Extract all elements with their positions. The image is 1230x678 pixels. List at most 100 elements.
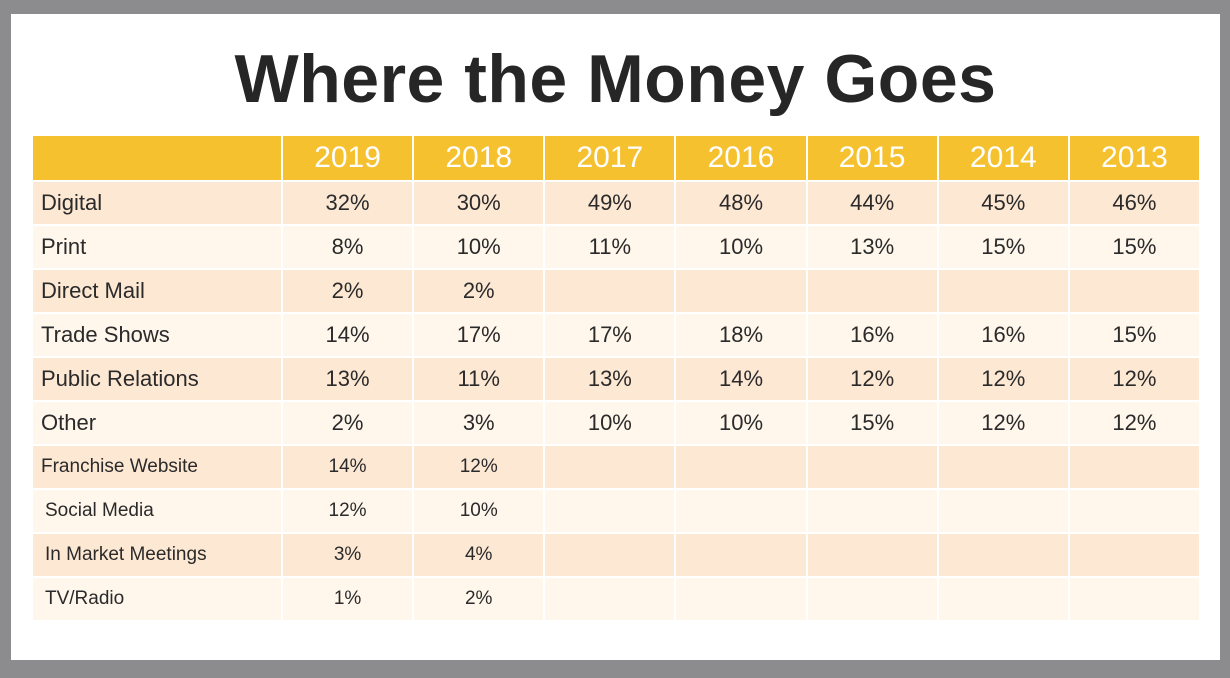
table-cell: 30% xyxy=(414,182,544,224)
column-header: 2013 xyxy=(1069,136,1199,180)
table-cell xyxy=(545,490,675,532)
table-row: Print 8% 10% 11% 10% 13% 15% 15% xyxy=(33,226,1199,268)
table-cell: 10% xyxy=(676,402,806,444)
table-cell: 4% xyxy=(414,534,544,576)
column-header: 2014 xyxy=(938,136,1068,180)
table-cell: 12% xyxy=(807,358,937,400)
column-header: 2016 xyxy=(676,136,806,180)
table-cell xyxy=(938,534,1068,576)
table-cell: 2% xyxy=(414,578,544,620)
table-cell: 11% xyxy=(545,226,675,268)
data-table: 2019 2018 2017 2016 2015 2014 2013 Digit… xyxy=(31,134,1201,622)
table-cell: 10% xyxy=(414,226,544,268)
table-cell: 1% xyxy=(283,578,413,620)
table-body: Digital 32% 30% 49% 48% 44% 45% 46% Print 8% 10% 11… xyxy=(33,182,1199,620)
table-cell xyxy=(545,270,675,312)
table-cell xyxy=(1069,270,1199,312)
column-header: 2015 xyxy=(807,136,937,180)
table-cell xyxy=(807,578,937,620)
table-row: Public Relations 13% 11% 13% 14% 12% 12% 12% xyxy=(33,358,1199,400)
table-row: Social Media 12% 10% xyxy=(33,490,1199,532)
table-cell: 10% xyxy=(545,402,675,444)
table-cell xyxy=(545,534,675,576)
row-label: Public Relations xyxy=(33,358,281,400)
table-cell xyxy=(807,270,937,312)
table-cell: 15% xyxy=(1069,314,1199,356)
table-cell xyxy=(1069,446,1199,488)
table-cell: 17% xyxy=(545,314,675,356)
table-row: TV/Radio 1% 2% xyxy=(33,578,1199,620)
table-cell: 49% xyxy=(545,182,675,224)
table-cell: 13% xyxy=(283,358,413,400)
row-label: Franchise Website xyxy=(33,446,281,488)
table-cell xyxy=(676,490,806,532)
table-cell xyxy=(938,578,1068,620)
table-row: In Market Meetings 3% 4% xyxy=(33,534,1199,576)
table-cell: 12% xyxy=(414,446,544,488)
table-cell: 3% xyxy=(414,402,544,444)
table-cell: 14% xyxy=(283,314,413,356)
row-label: Social Media xyxy=(33,490,281,532)
table-cell xyxy=(1069,578,1199,620)
table-cell xyxy=(938,490,1068,532)
table-cell: 2% xyxy=(283,402,413,444)
table-cell: 15% xyxy=(1069,226,1199,268)
row-label: Other xyxy=(33,402,281,444)
header-corner-cell xyxy=(33,136,281,180)
slide-card: Where the Money Goes 2019 2018 2017 2016… xyxy=(11,14,1220,660)
table-cell: 12% xyxy=(938,402,1068,444)
table-cell: 12% xyxy=(938,358,1068,400)
table-cell xyxy=(676,270,806,312)
table-cell: 48% xyxy=(676,182,806,224)
table-cell: 17% xyxy=(414,314,544,356)
table-cell xyxy=(1069,490,1199,532)
table-cell xyxy=(676,578,806,620)
table-cell: 10% xyxy=(414,490,544,532)
header-row: 2019 2018 2017 2016 2015 2014 2013 xyxy=(33,136,1199,180)
table-cell: 12% xyxy=(283,490,413,532)
table-cell: 10% xyxy=(676,226,806,268)
table-row: Trade Shows 14% 17% 17% 18% 16% 16% 15% xyxy=(33,314,1199,356)
table-cell: 12% xyxy=(1069,402,1199,444)
table-cell xyxy=(807,446,937,488)
table-cell xyxy=(676,534,806,576)
row-label: Print xyxy=(33,226,281,268)
table-cell: 2% xyxy=(414,270,544,312)
column-header: 2019 xyxy=(283,136,413,180)
page-title: Where the Money Goes xyxy=(234,41,997,117)
row-label: Digital xyxy=(33,182,281,224)
table-cell xyxy=(807,534,937,576)
table-cell: 14% xyxy=(676,358,806,400)
table-cell xyxy=(1069,534,1199,576)
row-label: TV/Radio xyxy=(33,578,281,620)
column-header: 2018 xyxy=(414,136,544,180)
table-cell xyxy=(938,446,1068,488)
table-cell: 8% xyxy=(283,226,413,268)
table-cell: 14% xyxy=(283,446,413,488)
table-cell: 44% xyxy=(807,182,937,224)
table-cell: 32% xyxy=(283,182,413,224)
row-label: Trade Shows xyxy=(33,314,281,356)
table-cell: 3% xyxy=(283,534,413,576)
table-row: Other 2% 3% 10% 10% 15% 12% 12% xyxy=(33,402,1199,444)
table-cell: 16% xyxy=(938,314,1068,356)
table-cell xyxy=(545,446,675,488)
table-row: Direct Mail 2% 2% xyxy=(33,270,1199,312)
table-cell xyxy=(676,446,806,488)
row-label: In Market Meetings xyxy=(33,534,281,576)
column-header: 2017 xyxy=(545,136,675,180)
row-label: Direct Mail xyxy=(33,270,281,312)
table-row: Digital 32% 30% 49% 48% 44% 45% 46% xyxy=(33,182,1199,224)
table-cell: 45% xyxy=(938,182,1068,224)
table-cell: 13% xyxy=(545,358,675,400)
table-cell xyxy=(938,270,1068,312)
table-cell: 2% xyxy=(283,270,413,312)
table-cell: 15% xyxy=(807,402,937,444)
table-cell: 16% xyxy=(807,314,937,356)
table-cell: 12% xyxy=(1069,358,1199,400)
table-cell xyxy=(545,578,675,620)
table-cell: 15% xyxy=(938,226,1068,268)
table-cell: 11% xyxy=(414,358,544,400)
table-row: Franchise Website 14% 12% xyxy=(33,446,1199,488)
table-cell xyxy=(807,490,937,532)
